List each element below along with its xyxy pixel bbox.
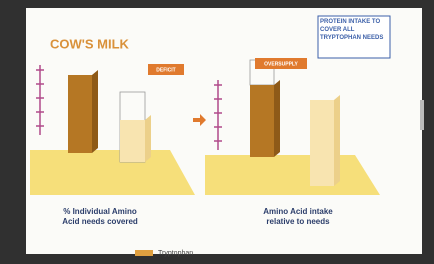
floor (30, 150, 195, 195)
note: PROTEIN INTAKE TO COVER ALL TRYPTOPHAN N… (320, 18, 388, 42)
legend-swatch (135, 250, 153, 256)
bar (250, 85, 274, 157)
screen: COW'S MILK PROTEIN INTAKE TO COVER ALL T… (0, 0, 434, 264)
scrollbar (420, 100, 424, 130)
bar-light (310, 100, 334, 186)
tag: OVERSUPPLY (264, 61, 298, 67)
bar (68, 75, 92, 153)
caption: relative to needs (266, 217, 330, 226)
caption: Amino Acid intake (263, 207, 333, 216)
title: COW'S MILK (50, 36, 130, 51)
bar-side (334, 95, 340, 186)
legend-label: Tryptophan (158, 250, 193, 257)
bar-light (120, 120, 145, 162)
tag: DEFICIT (156, 67, 175, 73)
bar-side (274, 80, 280, 157)
caption: % Individual Amino (63, 207, 137, 216)
floor (205, 155, 380, 195)
caption: Acid needs covered (62, 217, 138, 226)
bar-side (92, 70, 98, 153)
bar-side (145, 115, 151, 162)
note-wrap: PROTEIN INTAKE TO COVER ALL TRYPTOPHAN N… (320, 18, 388, 56)
